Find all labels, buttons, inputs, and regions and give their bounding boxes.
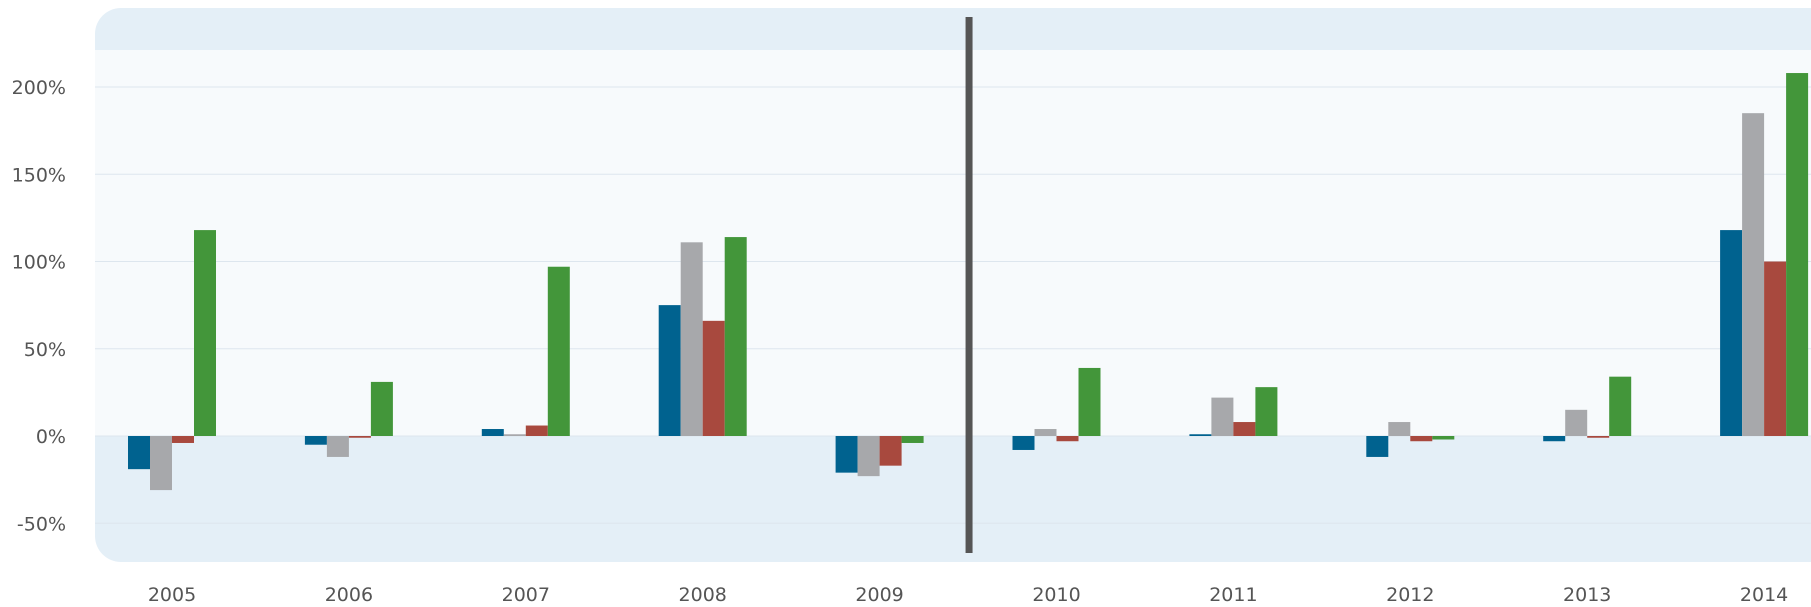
bar-2014-series-2 [1742,113,1765,437]
x-tick-label: 2011 [1209,584,1257,606]
bar-2013-series-3 [1587,436,1610,438]
y-axis-ticks: 200% 150% 100% 50% 0% -50% [12,77,66,535]
x-tick-label: 2005 [148,584,196,606]
gridlines [95,86,1811,524]
x-tick-label: 2012 [1386,584,1434,606]
bar-2011-series-4 [1255,387,1278,436]
bar-2013-series-2 [1565,409,1588,436]
bar-2008-series-3 [702,320,725,436]
bar-2013-series-4 [1609,376,1632,436]
bar-2011-series-3 [1233,422,1256,436]
bar-2009-series-1 [835,436,858,473]
bar-2007-series-2 [503,434,526,436]
plot-area [95,50,1811,436]
x-tick-label: 2009 [855,584,903,606]
bar-2008-series-4 [724,237,747,436]
bar-2006-series-2 [326,436,349,457]
x-tick-label: 2008 [679,584,727,606]
y-tick-label: -50% [17,513,66,535]
y-tick-label: 100% [12,252,66,274]
y-tick-label: 150% [12,164,66,186]
bar-2012-series-2 [1388,422,1411,436]
bar-2010-series-2 [1034,429,1057,436]
bar-2008-series-1 [658,305,681,436]
bar-2010-series-3 [1056,436,1079,442]
bar-2005-series-2 [150,436,172,491]
bar-2005-series-3 [172,436,194,443]
bar-2007-series-1 [481,429,504,436]
bar-2007-series-4 [547,266,570,436]
bar-2006-series-3 [348,436,371,438]
bar-2006-series-1 [304,436,327,445]
bar-2005-series-4 [194,230,216,436]
x-tick-label: 2014 [1740,584,1788,606]
x-tick-label: 2013 [1563,584,1611,606]
bar-2011-series-1 [1189,434,1212,436]
bar-2005-series-1 [128,436,150,470]
bar-2014-series-1 [1720,230,1743,436]
bar-2011-series-2 [1211,397,1234,436]
bar-2009-series-4 [901,436,924,443]
bar-2014-series-3 [1764,261,1787,436]
bars [128,73,1809,491]
bar-2014-series-4 [1786,73,1809,436]
x-tick-label: 2006 [325,584,373,606]
x-axis-ticks: 2005 2006 2007 2008 2009 2010 2011 2012 2013 2014 [148,584,1788,606]
y-tick-label: 0% [36,426,66,448]
bar-2007-series-3 [525,425,548,436]
bar-2006-series-4 [370,381,393,436]
bar-2012-series-3 [1410,436,1433,442]
y-tick-label: 50% [24,339,66,361]
bar-2008-series-2 [680,242,703,436]
bar-2012-series-1 [1366,436,1389,457]
x-tick-label: 2007 [502,584,550,606]
bar-2012-series-4 [1432,436,1455,440]
bar-2010-series-1 [1012,436,1035,450]
y-tick-label: 200% [12,77,66,99]
x-tick-label: 2010 [1032,584,1080,606]
bar-2009-series-2 [857,436,880,477]
plot-background [95,8,1811,562]
bar-2009-series-3 [879,436,902,466]
bar-2010-series-4 [1078,367,1101,436]
bar-2013-series-1 [1543,436,1566,442]
